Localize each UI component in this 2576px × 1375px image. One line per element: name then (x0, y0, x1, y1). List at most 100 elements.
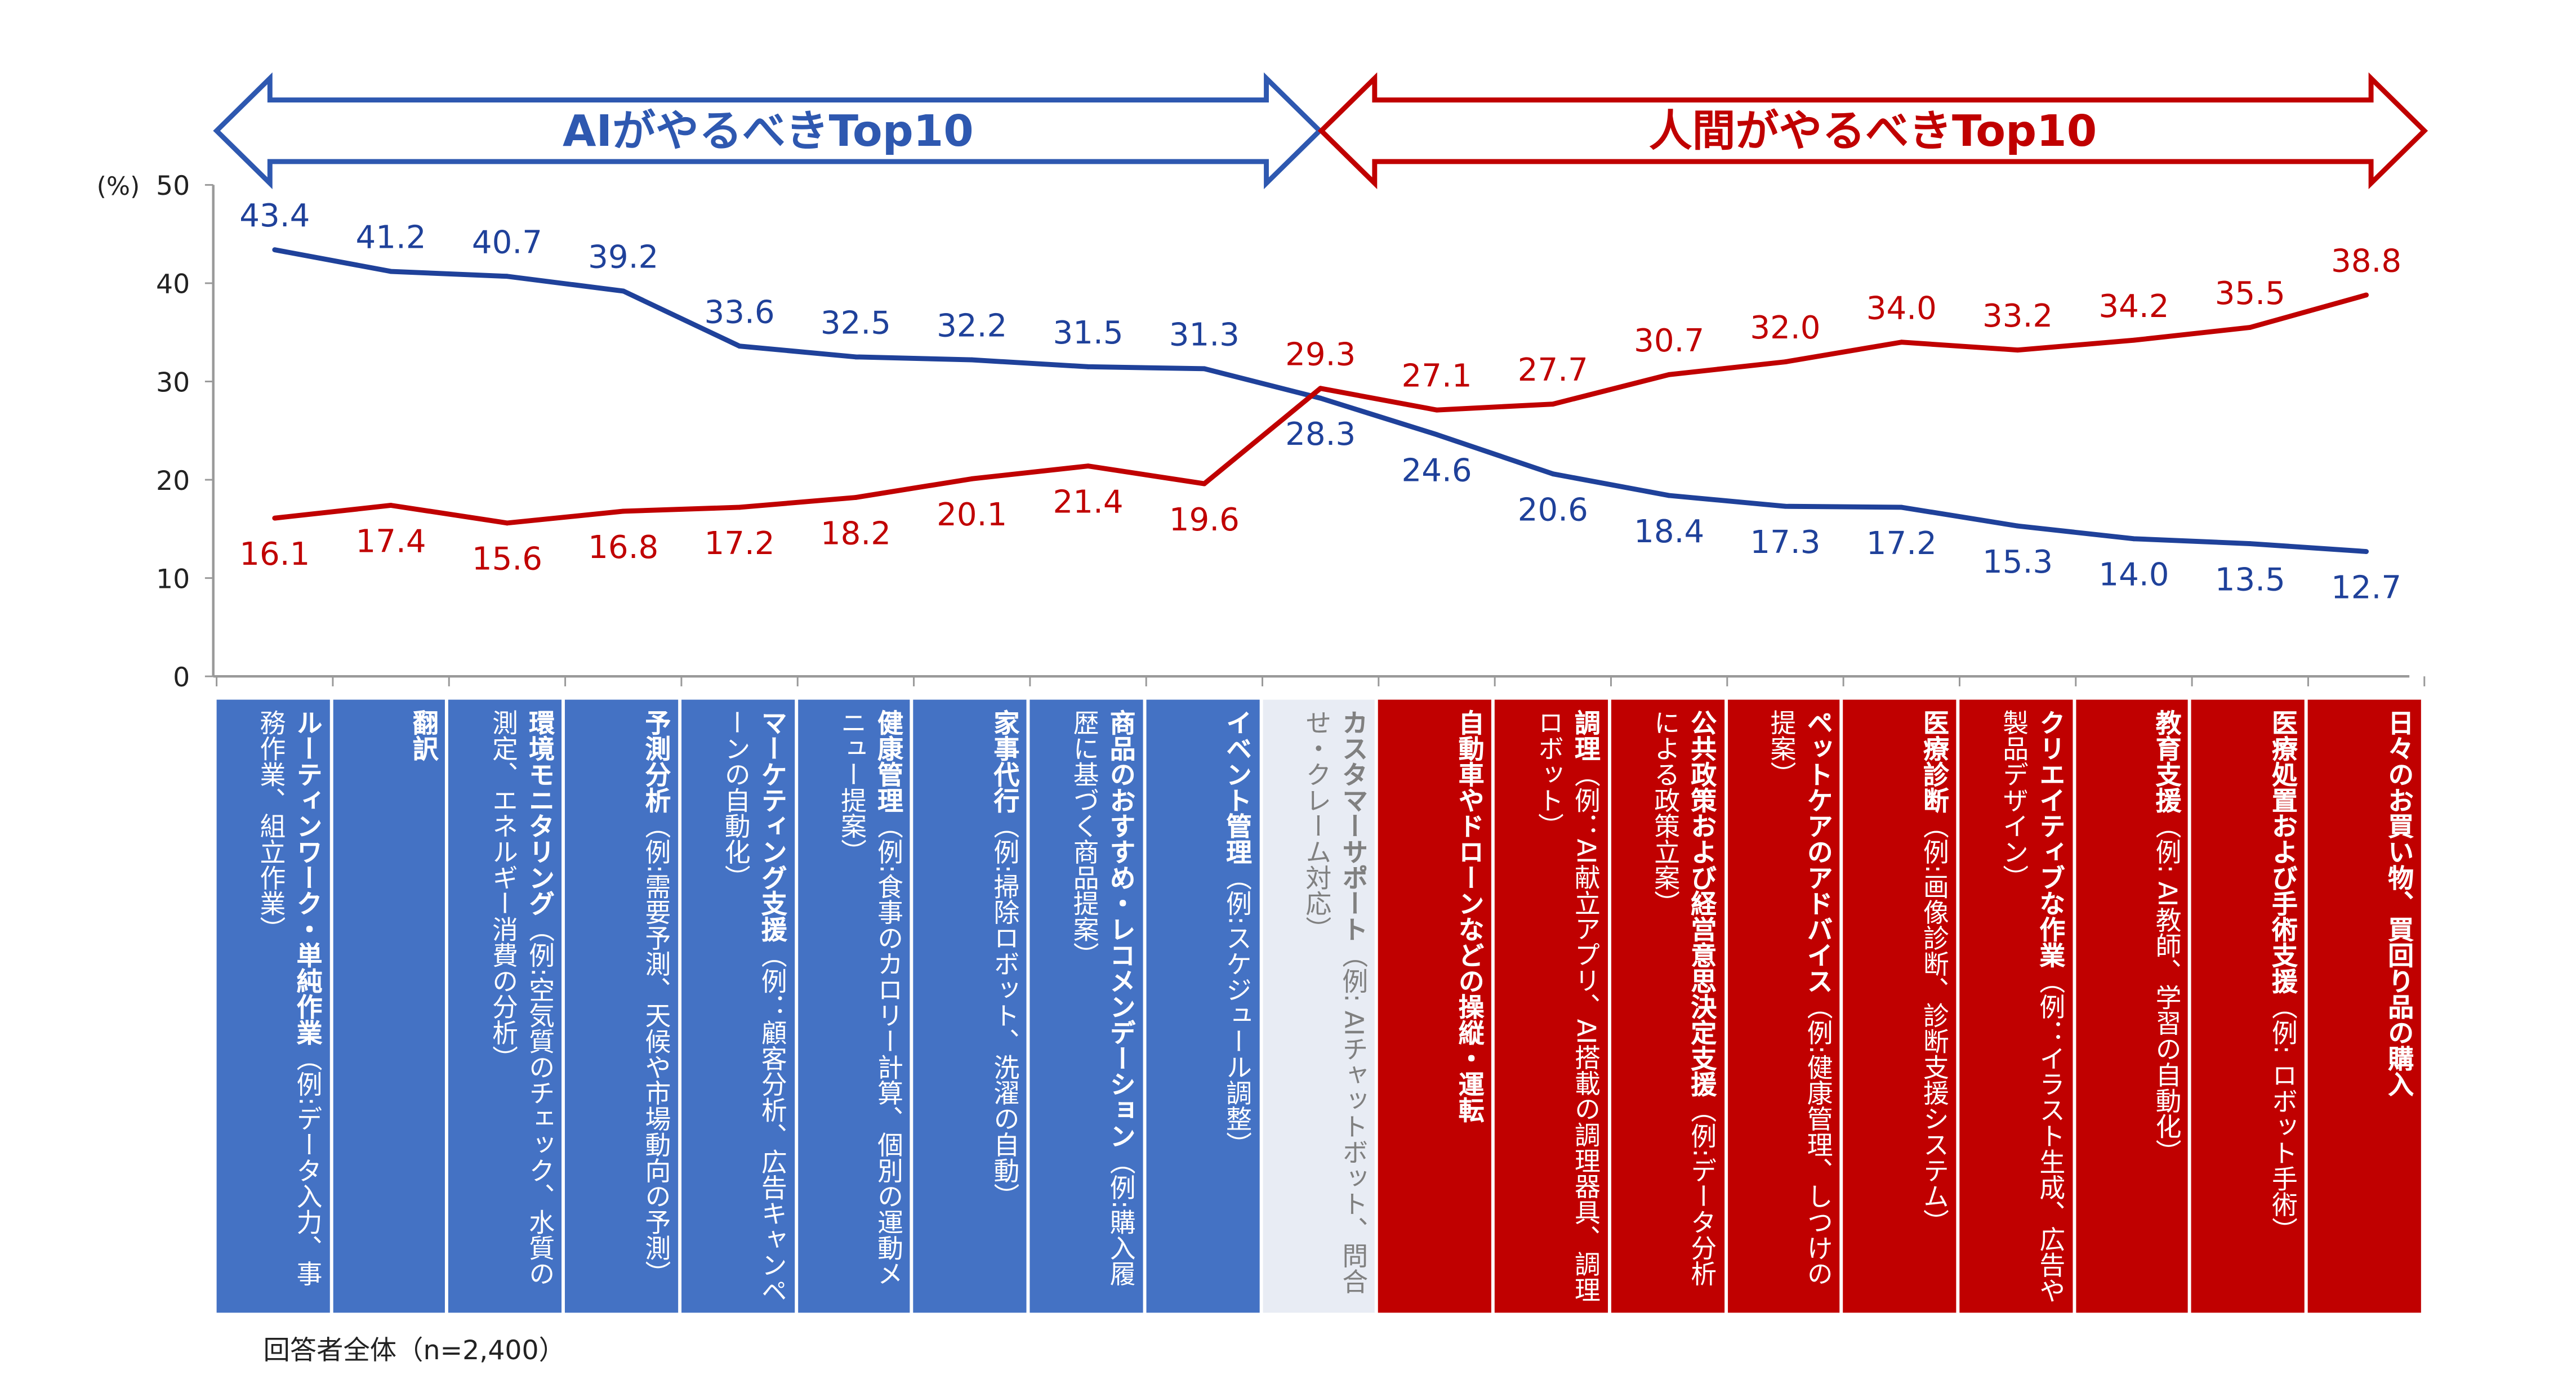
data-label: 15.6 (472, 541, 542, 578)
data-label: 17.2 (705, 525, 775, 562)
category-example: （例:空気質のチェック、水質の測定、エネルギー消費の分析） (488, 709, 555, 1287)
data-point (853, 354, 858, 360)
data-label: 17.4 (356, 523, 426, 560)
data-label: 32.5 (821, 305, 891, 341)
data-point (1898, 340, 1904, 345)
data-label: 31.5 (1053, 315, 1123, 351)
data-point (1550, 401, 1556, 407)
data-label: 28.3 (1285, 416, 1356, 453)
category-title: 医療処置および手術支援 (2268, 709, 2298, 994)
data-label: 27.1 (1401, 358, 1472, 395)
data-label: 19.6 (1169, 502, 1240, 538)
data-point (1782, 359, 1788, 365)
data-label: 32.2 (937, 308, 1007, 345)
category-example: （例:健康管理、しつけの提案） (1766, 709, 1834, 1287)
category-title: 日々のお買い物、買回り品の購入 (2384, 709, 2414, 1097)
category-5: マーケティング支援（例：顧客分析、広告キャンペーンの自動化） (681, 699, 795, 1313)
category-8: 商品のおすすめ・レコメンデーション（例:購入履歴に基づく商品提案） (1029, 699, 1143, 1313)
y-tick-label: 30 (156, 367, 190, 398)
category-title: 健康管理 (873, 709, 904, 813)
y-unit-label: (%) (97, 172, 140, 201)
category-17: 教育支援（例: AI教師、学習の自動化） (2075, 699, 2189, 1313)
data-point (1085, 364, 1091, 369)
data-point (2131, 337, 2137, 343)
data-label: 30.7 (1634, 323, 1704, 359)
category-example: （例:購入履歴に基づく商品提案） (1069, 709, 1137, 1287)
data-point (2364, 549, 2369, 554)
data-label: 15.3 (1982, 544, 2053, 581)
data-point (737, 505, 742, 510)
category-10: カスタマーサポート（例: AIチャットボット、問合せ・クレーム対応） (1262, 699, 1375, 1313)
data-label: 33.6 (705, 294, 775, 331)
data-point (1318, 395, 1323, 401)
data-point (1898, 505, 1904, 510)
y-tick-label: 20 (156, 466, 190, 497)
category-title: 調理 (1571, 709, 1601, 762)
category-19: 日々のお買い物、買回り品の購入 (2308, 699, 2421, 1313)
data-label: 16.1 (239, 536, 310, 573)
data-point (737, 343, 742, 349)
category-title: マーケティング支援 (757, 709, 788, 943)
category-title: ルーティンワーク・単純作業 (292, 709, 323, 1046)
data-label: 16.8 (588, 529, 658, 566)
data-point (621, 288, 626, 294)
data-label: 35.5 (2215, 275, 2285, 312)
data-point (504, 520, 510, 526)
data-label: 20.1 (937, 497, 1007, 533)
category-title: 公共政策および経営意思決定支援 (1687, 709, 1717, 1097)
data-label: 14.0 (2098, 557, 2169, 593)
data-point (2247, 325, 2253, 330)
category-18: 医療処置および手術支援（例: ロボット手術） (2191, 699, 2305, 1313)
data-label: 21.4 (1053, 484, 1123, 520)
y-tick-label: 50 (156, 171, 190, 202)
data-label: 13.5 (2215, 561, 2285, 598)
category-13: 公共政策および経営意思決定支援（例:データ分析による政策立案） (1611, 699, 1724, 1313)
category-4: 予測分析（例:需要予測、天候や市場動向の予測） (565, 699, 678, 1313)
category-16: クリエイティブな作業（例：イラスト生成、広告や製品デザイン） (1959, 699, 2073, 1313)
data-label: 12.7 (2331, 569, 2401, 606)
category-example: （例:データ入力、事務作業、組立作業） (256, 709, 323, 1287)
data-point (1201, 366, 1207, 372)
category-title: 家事代行 (990, 709, 1020, 813)
ai-top10-label: AIがやるべきTop10 (563, 106, 974, 157)
data-point (1318, 386, 1323, 391)
category-title: カスタマーサポート (1338, 709, 1369, 943)
data-point (1434, 407, 1439, 413)
data-point (388, 269, 394, 274)
category-example: （例：顧客分析、広告キャンペーンの自動化） (721, 709, 788, 1304)
data-point (969, 476, 975, 481)
data-label: 33.2 (1982, 298, 2053, 334)
category-6: 健康管理（例:食事のカロリー計算、個別の運動メニュー提案） (797, 699, 911, 1313)
data-label: 20.6 (1518, 492, 1588, 528)
category-14: ペットケアのアドバイス（例:健康管理、しつけの提案） (1727, 699, 1840, 1313)
category-1: ルーティンワーク・単純作業（例:データ入力、事務作業、組立作業） (216, 699, 330, 1313)
category-title: ペットケアのアドバイス (1803, 709, 1834, 994)
data-point (1434, 432, 1439, 438)
data-point (2131, 536, 2137, 542)
category-example: （例:画像診断、診断支援システム） (1919, 812, 1950, 1235)
category-example: （例:スケジュール調整） (1222, 864, 1253, 1158)
y-tick-label: 40 (156, 269, 190, 300)
category-example: （例:需要予測、天候や市場動向の予測） (641, 812, 672, 1287)
data-label: 39.2 (588, 239, 658, 276)
data-point (1782, 503, 1788, 509)
data-point (1666, 372, 1672, 377)
category-title: 教育支援 (2151, 709, 2182, 813)
data-label: 18.4 (1634, 514, 1704, 550)
category-example: （例:データ分析による政策立案） (1650, 709, 1717, 1287)
data-label: 17.2 (1866, 525, 1937, 562)
human-top10-label: 人間がやるべきTop10 (1649, 106, 2097, 157)
data-label: 27.7 (1518, 352, 1588, 389)
data-label: 17.3 (1750, 524, 1820, 561)
category-example: （例:食事のカロリー計算、個別の運動メニュー提案） (837, 709, 904, 1287)
category-title: 翻訳 (409, 709, 439, 762)
category-11: 自動車やドローンなどの操縦・運転 (1378, 699, 1492, 1313)
category-title: 環境モニタリング (525, 709, 555, 917)
data-label: 18.2 (821, 515, 891, 552)
data-label: 43.4 (239, 198, 310, 234)
category-example: （例: AI教師、学習の自動化） (2151, 812, 2182, 1166)
sample-note: 回答者全体（n=2,400） (263, 1334, 566, 1367)
human-top10-arrow (1317, 72, 2428, 190)
category-title: 予測分析 (641, 709, 672, 813)
